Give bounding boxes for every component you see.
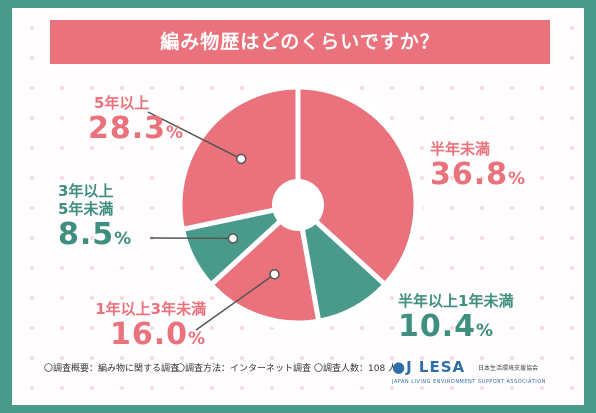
slice-value: 16.0% — [110, 317, 207, 352]
slice-category: 1年以上3年未満 — [95, 300, 207, 318]
slice-value: 8.5% — [58, 217, 133, 252]
slice-label-three-to-five-years: 3年以上 5年未満 8.5% — [58, 182, 132, 256]
footer-overview: 〇調査概要：編み物に関する調査 — [44, 364, 180, 374]
slice-label-five-years-plus: 5年以上 28.3% — [88, 94, 184, 150]
pie-slice-one-to-three-years — [208, 202, 322, 326]
slice-value: 36.8% — [430, 157, 527, 192]
slice-label-one-to-three-years: 1年以上3年未満 16.0% — [70, 300, 206, 356]
leader-line — [195, 273, 275, 331]
slice-value: 10.4% — [398, 309, 495, 344]
logo-mark: ●J LESA — [392, 358, 466, 376]
slice-category-line2: 5年未満 — [58, 200, 114, 218]
leader-line — [147, 111, 242, 160]
pie-slice-half-year-under — [295, 84, 419, 288]
slice-category: 半年未満 — [430, 140, 491, 158]
slice-label-half-to-one-year: 半年以上1年未満 10.4% — [398, 292, 513, 348]
logo-english-name: JAPAN LIVING ENVIRONMENT SUPPORT ASSOCIA… — [392, 379, 546, 385]
slice-category: 5年以上 — [94, 94, 150, 112]
leader-dot — [269, 269, 280, 280]
leader-dot — [227, 233, 239, 244]
footer-method: 〇調査方法：インターネット調査 — [176, 364, 312, 374]
chart-title: 編み物歴はどのくらいですか？ — [50, 20, 550, 64]
logo-japanese-name: 日本生活環境支援協会 — [478, 365, 539, 372]
slice-value: 28.3% — [88, 111, 185, 146]
pie-outline — [173, 80, 423, 330]
slice-category-line1: 3年以上 — [58, 182, 114, 200]
footer-count: 〇調査人数：108 人 — [314, 364, 398, 374]
slice-label-half-year-under: 半年未満 36.8% — [430, 140, 526, 196]
slice-category: 半年以上1年未満 — [398, 292, 514, 310]
jlesa-logo: ●J LESA 日本生活環境支援協会 JAPAN LIVING ENVIRONM… — [392, 358, 572, 392]
pie-center-hole — [272, 179, 324, 231]
leader-dot — [235, 153, 247, 165]
